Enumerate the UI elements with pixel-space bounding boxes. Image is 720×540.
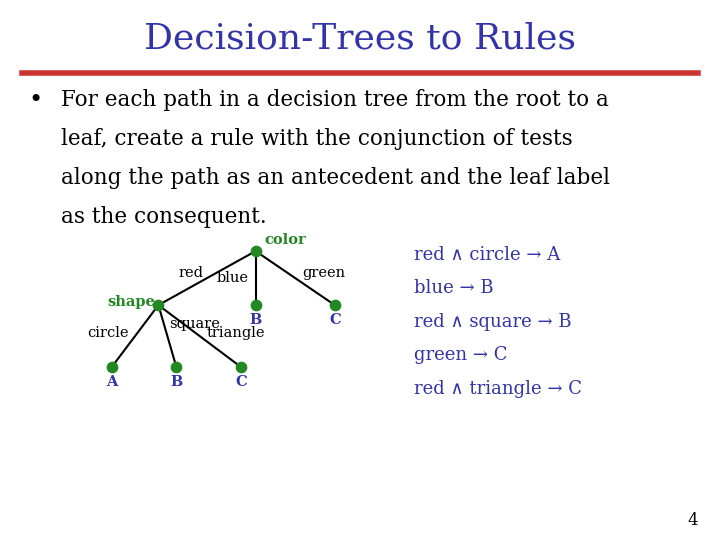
Text: color: color <box>264 233 306 247</box>
Point <box>250 301 261 309</box>
Text: triangle: triangle <box>207 327 266 340</box>
Text: red ∧ triangle → C: red ∧ triangle → C <box>414 380 582 397</box>
Text: green: green <box>302 266 346 280</box>
Text: red ∧ circle → A: red ∧ circle → A <box>414 246 560 264</box>
Text: red: red <box>179 266 203 280</box>
Text: •: • <box>29 89 43 112</box>
Text: C: C <box>329 313 341 327</box>
Text: circle: circle <box>88 327 130 340</box>
Text: as the consequent.: as the consequent. <box>61 206 267 228</box>
Point <box>235 363 247 372</box>
Text: green → C: green → C <box>414 346 508 364</box>
Text: red ∧ square → B: red ∧ square → B <box>414 313 572 330</box>
Text: B: B <box>249 313 262 327</box>
Text: A: A <box>106 375 117 389</box>
Text: blue: blue <box>217 271 248 285</box>
Text: along the path as an antecedent and the leaf label: along the path as an antecedent and the … <box>61 167 611 189</box>
Text: leaf, create a rule with the conjunction of tests: leaf, create a rule with the conjunction… <box>61 128 573 150</box>
Text: For each path in a decision tree from the root to a: For each path in a decision tree from th… <box>61 89 609 111</box>
Text: 4: 4 <box>688 512 698 529</box>
Point <box>329 301 341 309</box>
Point <box>250 247 261 255</box>
Text: blue → B: blue → B <box>414 279 494 297</box>
Point <box>153 301 164 309</box>
Text: square: square <box>170 317 220 330</box>
Text: B: B <box>170 375 183 389</box>
Text: Decision-Trees to Rules: Decision-Trees to Rules <box>144 22 576 56</box>
Text: shape: shape <box>107 295 155 309</box>
Text: C: C <box>235 375 247 389</box>
Point <box>106 363 117 372</box>
Point <box>171 363 182 372</box>
